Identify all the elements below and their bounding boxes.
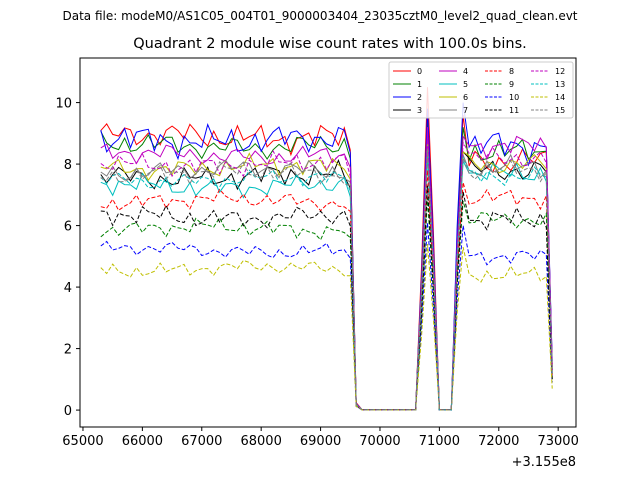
- series-line-13: [100, 151, 553, 411]
- legend-label-13: 13: [555, 80, 565, 89]
- x-tick-label: 71000: [419, 434, 460, 449]
- legend-label-3: 3: [417, 106, 422, 115]
- y-tick-label: 0: [64, 404, 72, 419]
- series-line-3: [100, 139, 553, 411]
- legend-label-2: 2: [417, 93, 422, 102]
- series-line-5: [100, 154, 553, 411]
- series-line-2: [100, 102, 553, 411]
- y-tick-label: 6: [64, 220, 72, 235]
- series-line-11: [100, 185, 553, 411]
- y-tick-label: 2: [64, 343, 72, 358]
- series-line-9: [100, 197, 553, 411]
- series-line-8: [100, 170, 553, 411]
- legend-label-9: 9: [509, 80, 514, 89]
- legend-label-4: 4: [463, 67, 468, 76]
- x-tick-label: 70000: [359, 434, 400, 449]
- series-lines: [100, 87, 553, 411]
- series-line-14: [100, 243, 553, 411]
- x-offset-label: +3.155e8: [512, 455, 576, 470]
- y-tick-label: 10: [55, 97, 72, 112]
- y-tick-label: 4: [64, 281, 72, 296]
- legend-label-7: 7: [463, 106, 468, 115]
- series-line-7: [100, 145, 553, 411]
- series-line-1: [100, 114, 553, 411]
- series-line-15: [100, 148, 553, 411]
- legend-label-5: 5: [463, 80, 468, 89]
- x-tick-label: 68000: [240, 434, 281, 449]
- legend-label-8: 8: [509, 67, 514, 76]
- legend-label-12: 12: [555, 67, 565, 76]
- x-tick-label: 69000: [300, 434, 341, 449]
- legend-label-11: 11: [509, 106, 519, 115]
- x-tick-label: 67000: [181, 434, 222, 449]
- series-line-6: [100, 142, 553, 411]
- x-tick-label: 72000: [478, 434, 519, 449]
- x-axis: 65000 66000 67000 68000 69000 70000 71000 72000…: [62, 427, 579, 449]
- legend-label-15: 15: [555, 106, 565, 115]
- chart-title: Quadrant 2 module wise count rates with …: [133, 36, 527, 52]
- x-tick-label: 66000: [122, 434, 163, 449]
- series-line-0: [100, 87, 553, 411]
- series-line-4: [100, 127, 553, 411]
- y-tick-label: 8: [64, 158, 72, 173]
- x-tick-label: 65000: [62, 434, 103, 449]
- legend-box: [388, 61, 574, 119]
- legend-label-1: 1: [417, 80, 422, 89]
- x-tick-label: 73000: [537, 434, 578, 449]
- figure-suptitle: Data file: modeM0/AS1C05_004T01_90000034…: [62, 9, 578, 23]
- y-axis: 0 2 4 6 8 10: [55, 97, 80, 419]
- plot-frame: [79, 57, 577, 428]
- legend-label-0: 0: [417, 67, 422, 76]
- legend-label-14: 14: [555, 93, 565, 102]
- series-line-10: [100, 222, 553, 411]
- legend-label-6: 6: [463, 93, 468, 102]
- legend-label-10: 10: [509, 93, 519, 102]
